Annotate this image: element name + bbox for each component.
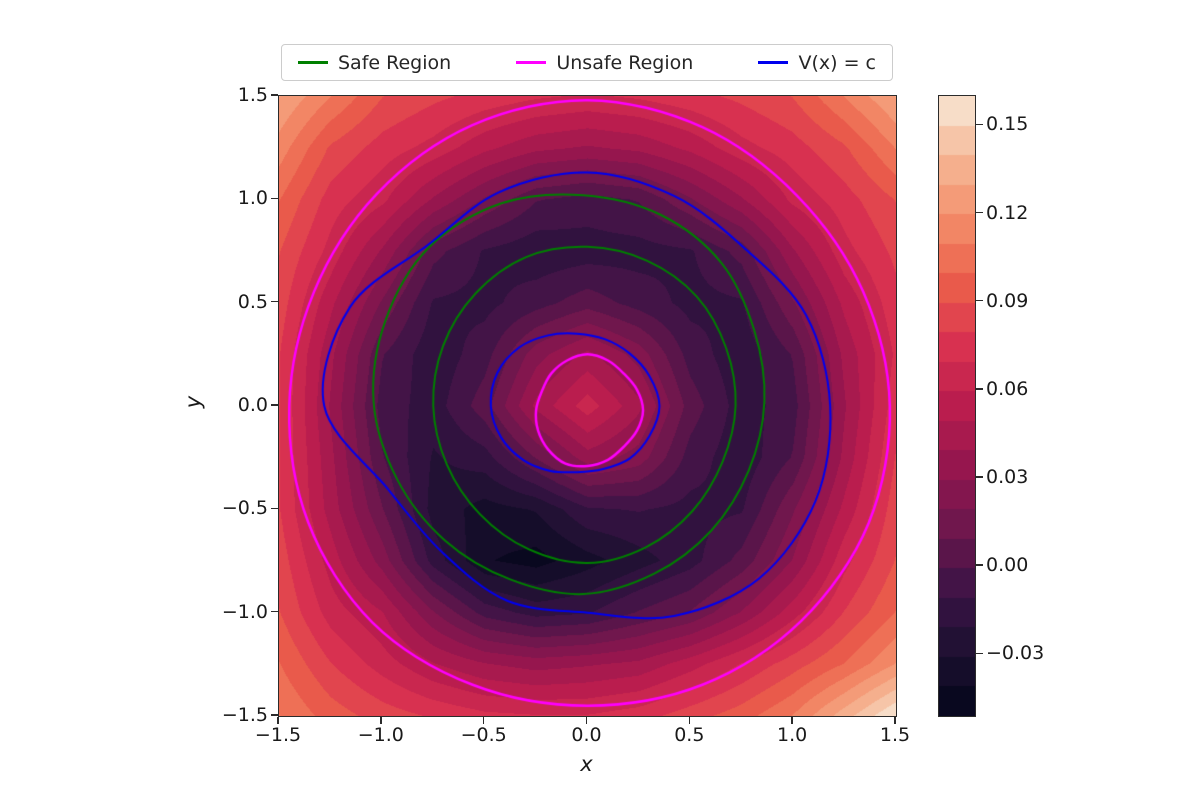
v-equals-c-line-swatch <box>758 61 789 64</box>
colorbar-tick-mark <box>975 123 983 126</box>
legend-label-safe-region: Safe Region <box>338 51 452 74</box>
x-tick-mark <box>894 716 896 724</box>
x-tick-mark <box>688 716 691 724</box>
y-tick-label: 0.5 <box>237 290 268 313</box>
colorbar-tick-mark <box>975 564 983 566</box>
legend: Safe Region Unsafe Region V(x) = c <box>281 44 893 81</box>
legend-entry-unsafe-region: Unsafe Region <box>516 52 693 74</box>
x-tick-mark <box>277 716 279 724</box>
colorbar-tick-label: 0.03 <box>986 465 1029 488</box>
x-tick-mark <box>380 716 382 724</box>
colorbar-tick-label: 0.15 <box>986 113 1029 136</box>
y-tick-mark <box>271 404 278 406</box>
colorbar-tick-label: 0.00 <box>986 554 1029 577</box>
x-tick-mark <box>482 716 485 724</box>
plot-area <box>278 95 897 717</box>
colorbar-tick-label: −0.03 <box>986 642 1045 665</box>
y-tick-mark <box>271 507 278 510</box>
y-tick-label: −0.5 <box>221 497 268 520</box>
colorbar-tick-mark <box>975 652 983 655</box>
heatmap-canvas <box>279 96 896 716</box>
x-tick-label: −1.5 <box>254 724 302 746</box>
x-tick-label: 1.5 <box>879 724 911 746</box>
legend-label-v-equals-c: V(x) = c <box>798 51 876 74</box>
legend-entry-v-equals-c: V(x) = c <box>758 52 876 74</box>
y-tick-mark <box>271 197 278 200</box>
x-axis-label: x <box>580 752 593 776</box>
y-tick-label: −1.0 <box>221 600 268 623</box>
colorbar-tick-mark <box>975 388 983 390</box>
y-tick-label: 0.0 <box>237 394 268 416</box>
safe-region-line-swatch <box>298 61 328 64</box>
x-tick-label: 1.0 <box>777 724 808 746</box>
colorbar-tick-mark <box>975 211 983 214</box>
colorbar-canvas <box>939 96 975 716</box>
y-tick-label: −1.5 <box>221 704 268 726</box>
y-tick-mark <box>271 714 278 716</box>
y-tick-mark <box>271 94 278 96</box>
unsafe-region-line-swatch <box>516 61 547 64</box>
y-tick-label: 1.5 <box>237 84 268 106</box>
x-tick-label: −0.5 <box>460 724 507 746</box>
colorbar <box>938 95 976 717</box>
colorbar-tick-label: 0.09 <box>986 289 1029 312</box>
colorbar-tick-mark <box>975 299 983 302</box>
legend-label-unsafe-region: Unsafe Region <box>556 51 694 74</box>
x-tick-label: 0.5 <box>674 724 705 746</box>
y-tick-mark <box>271 300 278 303</box>
colorbar-tick-mark <box>975 476 983 478</box>
x-tick-label: 0.0 <box>571 724 602 746</box>
colorbar-tick-label: 0.12 <box>986 201 1029 224</box>
y-tick-label: 1.0 <box>237 187 268 210</box>
legend-entry-safe-region: Safe Region <box>298 52 451 74</box>
x-tick-mark <box>791 716 793 724</box>
colorbar-tick-label: 0.06 <box>986 377 1029 400</box>
x-tick-mark <box>585 716 588 724</box>
y-tick-mark <box>271 610 278 613</box>
x-tick-label: −1.0 <box>357 724 404 746</box>
